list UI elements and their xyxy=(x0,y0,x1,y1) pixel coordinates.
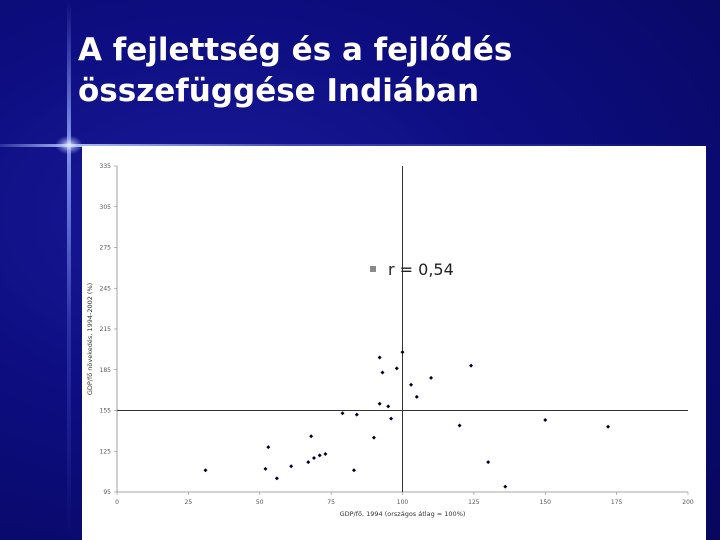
scatter-point xyxy=(386,404,391,409)
reference-lines-layer xyxy=(117,166,688,492)
y-tick-label: 245 xyxy=(100,285,112,292)
y-tick-label: 335 xyxy=(100,163,112,170)
scatter-point xyxy=(414,394,419,399)
scatter-point xyxy=(371,435,376,440)
y-tick-label: 95 xyxy=(103,489,111,496)
ticks-layer: 0255075100125150175200225250275300951251… xyxy=(100,163,694,506)
x-tick-label: 50 xyxy=(256,499,264,506)
x-tick-label: 150 xyxy=(540,499,552,506)
scatter-chart: 0255075100125150175200225250275300951251… xyxy=(85,163,694,518)
scatter-point xyxy=(377,401,382,406)
y-tick-label: 185 xyxy=(100,367,112,374)
scatter-point xyxy=(457,423,462,428)
scatter-point xyxy=(317,453,322,458)
scatter-point xyxy=(340,411,345,416)
scatter-point xyxy=(543,418,548,423)
y-tick-label: 275 xyxy=(100,245,112,252)
scatter-point xyxy=(309,434,314,439)
y-tick-label: 215 xyxy=(100,326,112,333)
x-tick-label: 0 xyxy=(115,499,119,506)
scatter-point xyxy=(377,355,382,360)
scatter-point xyxy=(323,451,328,456)
x-tick-label: 200 xyxy=(682,499,694,506)
x-tick-label: 25 xyxy=(185,499,193,506)
scatter-point xyxy=(263,466,268,471)
correlation-annotation-text: r = 0,54 xyxy=(388,260,454,279)
scatter-point xyxy=(289,464,294,469)
y-tick-label: 155 xyxy=(100,408,112,415)
square-bullet-icon xyxy=(370,265,376,272)
y-tick-label: 125 xyxy=(100,448,112,455)
slide-title-line-1: A fejlettség és a fejlődés xyxy=(78,32,513,68)
scatter-point xyxy=(351,468,356,473)
decorative-vertical-glow-line xyxy=(67,0,71,540)
scatter-point xyxy=(266,445,271,450)
scatter-point xyxy=(274,476,279,481)
x-tick-label: 175 xyxy=(611,499,623,506)
scatter-point xyxy=(311,456,316,461)
scatter-point xyxy=(469,363,474,368)
x-tick-label: 125 xyxy=(468,499,480,506)
scatter-point xyxy=(354,412,359,417)
y-axis-title: GDP/fő növekedés, 1994-2002 (%) xyxy=(85,283,94,395)
scatter-point xyxy=(394,366,399,371)
correlation-annotation: r = 0,54 xyxy=(370,260,454,279)
x-tick-label: 75 xyxy=(327,499,335,506)
scatter-point xyxy=(409,382,414,387)
slide-title: A fejlettség és a fejlődés összefüggése … xyxy=(78,30,698,112)
scatter-point xyxy=(503,484,508,489)
scatter-point xyxy=(380,370,385,375)
points-layer xyxy=(203,350,611,489)
x-tick-label: 100 xyxy=(397,499,409,506)
decorative-light-flare xyxy=(56,136,82,154)
scatter-point xyxy=(606,424,611,429)
scatter-point xyxy=(306,460,311,465)
x-axis-title: GDP/fő, 1994 (országos átlag = 100%) xyxy=(340,509,466,518)
decorative-horizontal-glow-line xyxy=(0,144,720,147)
scatter-point xyxy=(429,375,434,380)
y-tick-label: 305 xyxy=(100,204,112,211)
scatter-point xyxy=(389,416,394,421)
scatter-point xyxy=(400,350,405,355)
scatter-point xyxy=(486,460,491,465)
scatter-point xyxy=(203,468,208,473)
slide-title-line-2: összefüggése Indiában xyxy=(78,73,480,109)
scatter-chart-panel: 0255075100125150175200225250275300951251… xyxy=(82,146,706,540)
